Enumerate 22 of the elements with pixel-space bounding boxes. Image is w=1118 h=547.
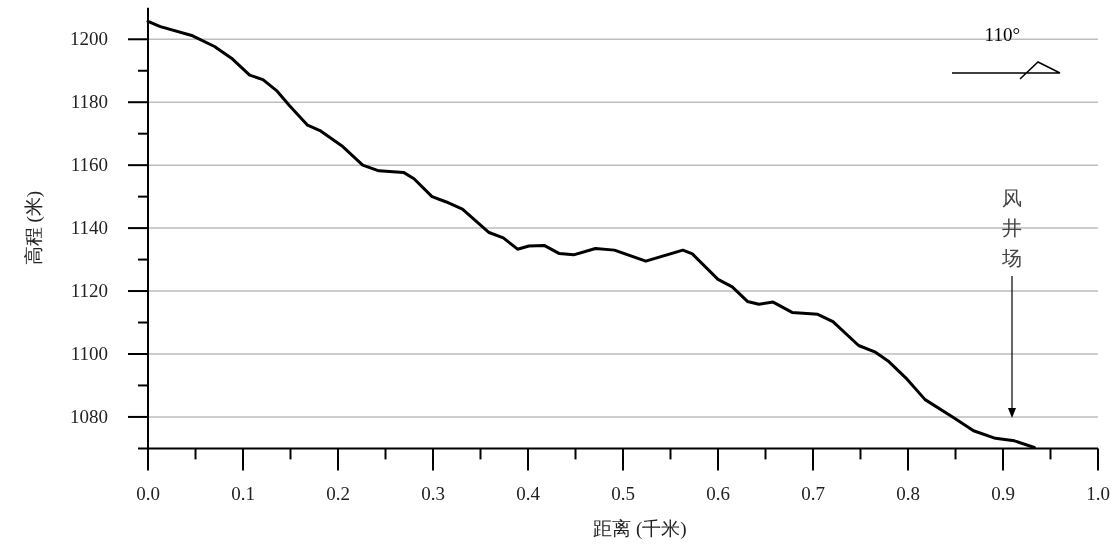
x-tick-label: 0.0 bbox=[136, 483, 160, 505]
annotation: 110° bbox=[984, 24, 1020, 45]
y-tick-label: 1080 bbox=[70, 405, 108, 427]
x-tick-label: 0.6 bbox=[706, 483, 730, 505]
x-tick-label: 0.5 bbox=[611, 483, 635, 505]
x-tick-label: 1.0 bbox=[1086, 483, 1110, 505]
y-tick-label: 1100 bbox=[70, 342, 108, 364]
y-tick-label: 1200 bbox=[70, 28, 108, 50]
y-axis-title: 高程 (米) bbox=[23, 190, 45, 266]
x-tick-label: 0.4 bbox=[516, 483, 541, 505]
y-tick-label: 1160 bbox=[70, 154, 108, 176]
x-tick-label: 0.1 bbox=[231, 483, 255, 505]
x-tick-label: 0.8 bbox=[896, 483, 920, 505]
x-tick-label: 0.2 bbox=[326, 483, 350, 505]
x-tick-label: 0.9 bbox=[991, 483, 1015, 505]
x-axis-title: 距离 (千米) bbox=[593, 518, 687, 540]
annotation: 风井场 bbox=[1001, 187, 1022, 269]
y-tick-label: 1180 bbox=[70, 91, 108, 113]
x-tick-label: 0.7 bbox=[801, 483, 825, 505]
y-tick-label: 1120 bbox=[70, 280, 108, 302]
x-tick-label: 0.3 bbox=[421, 483, 445, 505]
y-tick-label: 1140 bbox=[70, 217, 108, 239]
